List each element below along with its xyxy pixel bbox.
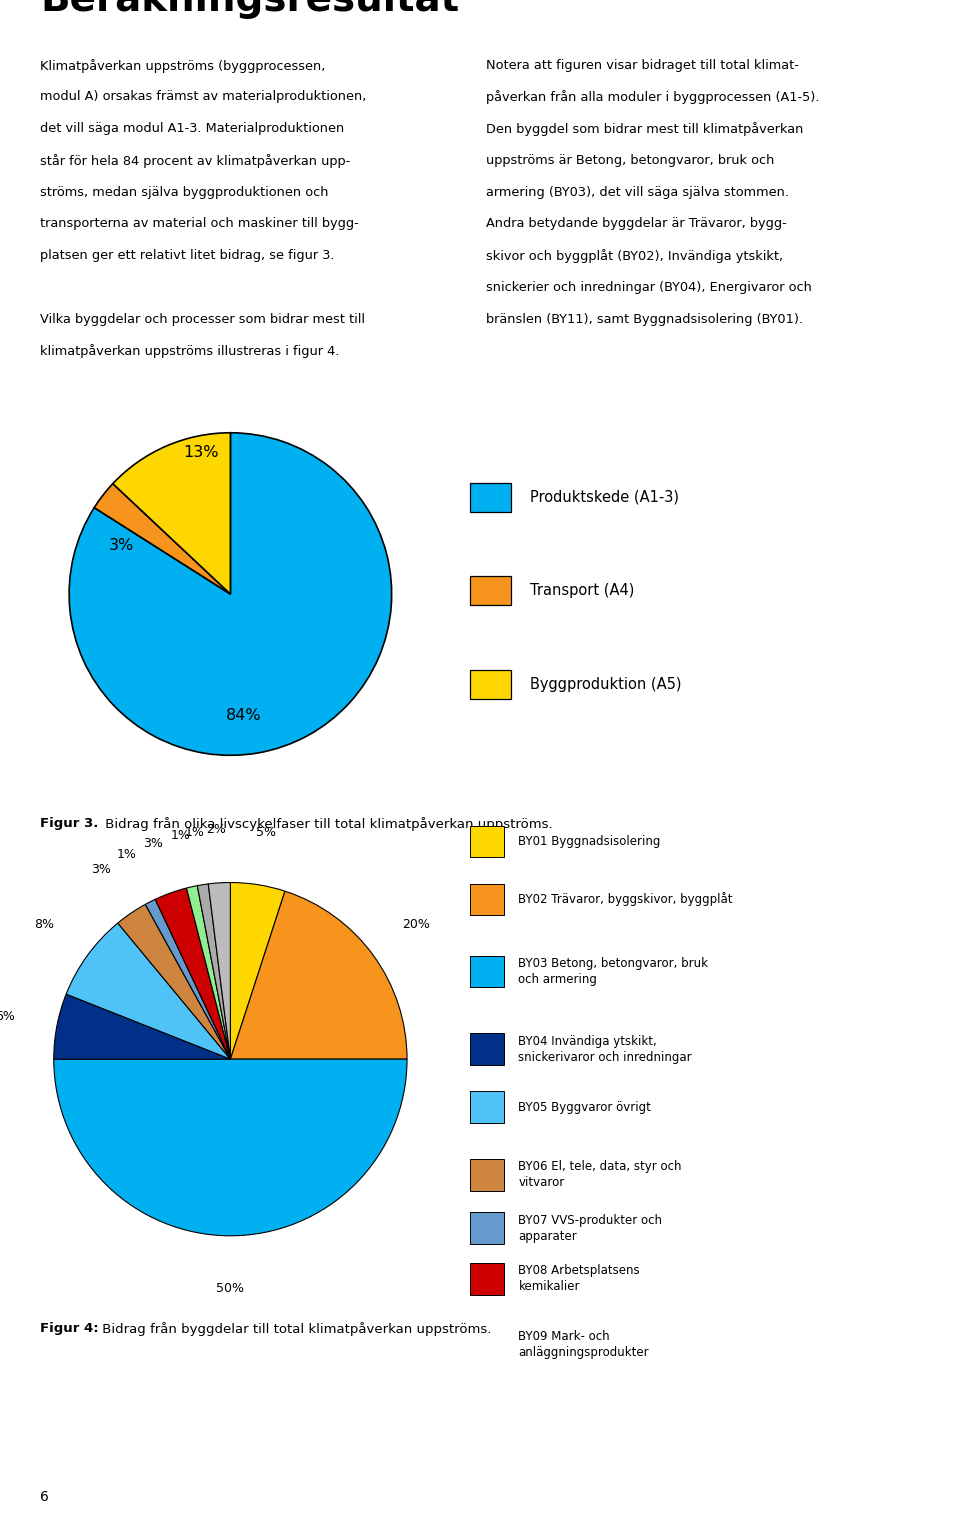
Text: armering (BY03), det vill säga själva stommen.: armering (BY03), det vill säga själva st… <box>486 186 789 198</box>
Text: 13%: 13% <box>183 445 219 459</box>
Text: Beräkningsresultat: Beräkningsresultat <box>40 0 460 18</box>
Bar <box>470 1328 504 1360</box>
Bar <box>470 826 504 857</box>
Bar <box>470 956 504 987</box>
Text: 6%: 6% <box>0 1010 14 1022</box>
Text: Figur 4:: Figur 4: <box>40 1322 99 1335</box>
Text: 84%: 84% <box>226 708 261 723</box>
Text: Den byggdel som bidrar mest till klimatpåverkan: Den byggdel som bidrar mest till klimatp… <box>486 123 804 137</box>
Text: 1%: 1% <box>184 826 204 838</box>
Text: Byggproduktion (A5): Byggproduktion (A5) <box>530 677 682 692</box>
Wedge shape <box>230 883 285 1059</box>
Wedge shape <box>208 883 230 1059</box>
Wedge shape <box>186 886 230 1059</box>
Text: Bidrag från byggdelar till total klimatpåverkan uppströms.: Bidrag från byggdelar till total klimatp… <box>98 1322 492 1335</box>
Bar <box>470 1091 504 1124</box>
Bar <box>470 1263 504 1294</box>
Bar <box>470 1159 504 1191</box>
Text: snickerier och inredningar (BY04), Energivaror och: snickerier och inredningar (BY04), Energ… <box>486 281 812 293</box>
Text: 5%: 5% <box>256 826 276 838</box>
Text: BY06 El, tele, data, styr och
vitvaror: BY06 El, tele, data, styr och vitvaror <box>518 1160 682 1190</box>
Text: BY01 Byggnadsisolering: BY01 Byggnadsisolering <box>518 835 660 847</box>
Text: BY05 Byggvaror övrigt: BY05 Byggvaror övrigt <box>518 1101 651 1114</box>
Text: skivor och byggplåt (BY02), Invändiga ytskikt,: skivor och byggplåt (BY02), Invändiga yt… <box>486 249 783 262</box>
Text: 3%: 3% <box>91 863 111 876</box>
Text: BY09 Mark- och
anläggningsprodukter: BY09 Mark- och anläggningsprodukter <box>518 1329 649 1358</box>
Bar <box>470 884 504 915</box>
Text: BY08 Arbetsplatsens
kemikalier: BY08 Arbetsplatsens kemikalier <box>518 1265 640 1294</box>
Text: Andra betydande byggdelar är Trävaror, bygg-: Andra betydande byggdelar är Trävaror, b… <box>486 218 787 230</box>
Text: platsen ger ett relativt litet bidrag, se figur 3.: platsen ger ett relativt litet bidrag, s… <box>40 249 335 262</box>
Text: Figur 3.: Figur 3. <box>40 817 99 830</box>
Text: modul A) orsakas främst av materialproduktionen,: modul A) orsakas främst av materialprodu… <box>40 91 367 103</box>
Wedge shape <box>94 484 230 594</box>
Bar <box>470 1033 504 1065</box>
Text: Klimatpåverkan uppströms (byggprocessen,: Klimatpåverkan uppströms (byggprocessen, <box>40 58 325 72</box>
Text: 6: 6 <box>40 1490 49 1504</box>
Bar <box>470 669 512 698</box>
Text: 3%: 3% <box>143 837 162 849</box>
Bar <box>470 1213 504 1243</box>
Wedge shape <box>156 889 230 1059</box>
Text: bränslen (BY11), samt Byggnadsisolering (BY01).: bränslen (BY11), samt Byggnadsisolering … <box>486 313 804 325</box>
Text: 3%: 3% <box>108 539 133 553</box>
Wedge shape <box>145 900 230 1059</box>
Wedge shape <box>54 995 230 1059</box>
Bar <box>470 576 512 605</box>
Bar <box>470 484 512 511</box>
Wedge shape <box>54 1059 407 1236</box>
Text: Transport (A4): Transport (A4) <box>530 583 635 599</box>
Text: Notera att figuren visar bidraget till total klimat-: Notera att figuren visar bidraget till t… <box>486 58 799 72</box>
Text: BY07 VVS-produkter och
apparater: BY07 VVS-produkter och apparater <box>518 1214 662 1242</box>
Wedge shape <box>118 904 230 1059</box>
Text: ströms, medan själva byggproduktionen och: ströms, medan själva byggproduktionen oc… <box>40 186 329 198</box>
Wedge shape <box>66 923 230 1059</box>
Text: BY02 Trävaror, byggskivor, byggplåt: BY02 Trävaror, byggskivor, byggplåt <box>518 892 732 906</box>
Text: Produktskede (A1-3): Produktskede (A1-3) <box>530 490 679 505</box>
Wedge shape <box>113 433 230 594</box>
Text: påverkan från alla moduler i byggprocessen (A1-5).: påverkan från alla moduler i byggprocess… <box>486 91 820 104</box>
Wedge shape <box>69 433 392 755</box>
Text: 1%: 1% <box>116 847 136 861</box>
Text: transporterna av material och maskiner till bygg-: transporterna av material och maskiner t… <box>40 218 359 230</box>
Text: 2%: 2% <box>206 823 226 837</box>
Text: 8%: 8% <box>35 918 55 930</box>
Text: står för hela 84 procent av klimatpåverkan upp-: står för hela 84 procent av klimatpåverk… <box>40 154 350 167</box>
Wedge shape <box>230 892 407 1059</box>
Text: 20%: 20% <box>402 918 430 930</box>
Text: Bidrag från olika livscykelfaser till total klimatpåverkan uppströms.: Bidrag från olika livscykelfaser till to… <box>101 817 552 830</box>
Text: klimatpåverkan uppströms illustreras i figur 4.: klimatpåverkan uppströms illustreras i f… <box>40 344 340 358</box>
Text: BY04 Invändiga ytskikt,
snickerivaror och inredningar: BY04 Invändiga ytskikt, snickerivaror oc… <box>518 1035 692 1064</box>
Text: 50%: 50% <box>216 1282 245 1296</box>
Text: BY03 Betong, betongvaror, bruk
och armering: BY03 Betong, betongvaror, bruk och armer… <box>518 958 708 987</box>
Text: Vilka byggdelar och processer som bidrar mest till: Vilka byggdelar och processer som bidrar… <box>40 313 366 325</box>
Text: 1%: 1% <box>170 829 190 841</box>
Text: uppströms är Betong, betongvaror, bruk och: uppströms är Betong, betongvaror, bruk o… <box>486 154 775 167</box>
Text: det vill säga modul A1-3. Materialproduktionen: det vill säga modul A1-3. Materialproduk… <box>40 123 345 135</box>
Wedge shape <box>198 884 230 1059</box>
